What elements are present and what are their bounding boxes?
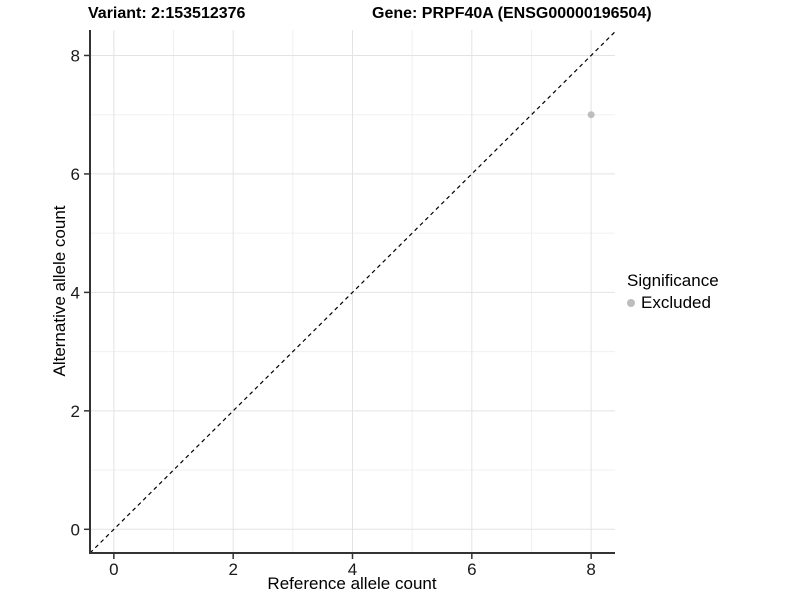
y-tick-label: 8 (71, 46, 80, 65)
y-tick-label: 2 (71, 402, 80, 421)
gene-title: Gene: PRPF40A (ENSG00000196504) (372, 5, 652, 22)
y-tick-label: 6 (71, 165, 80, 184)
x-tick-label: 4 (348, 560, 357, 579)
variant-title: Variant: 2:153512376 (88, 5, 246, 22)
x-tick-label: 8 (586, 560, 595, 579)
legend-entry: Excluded (627, 293, 719, 313)
y-axis-title: Alternative allele count (50, 205, 69, 377)
y-tick-label: 4 (71, 283, 80, 302)
legend-title: Significance (627, 271, 719, 290)
legend-entry-label: Excluded (641, 293, 711, 312)
identity-line (89, 31, 616, 554)
x-tick-label: 0 (109, 560, 118, 579)
x-tick-label: 6 (467, 560, 476, 579)
legend-point-icon (627, 299, 635, 307)
x-axis-title: Reference allele count (267, 574, 437, 593)
y-tick-label: 0 (71, 520, 80, 539)
data-point (587, 111, 595, 119)
x-tick-label: 2 (228, 560, 237, 579)
legend: Significance Excluded (627, 271, 719, 313)
